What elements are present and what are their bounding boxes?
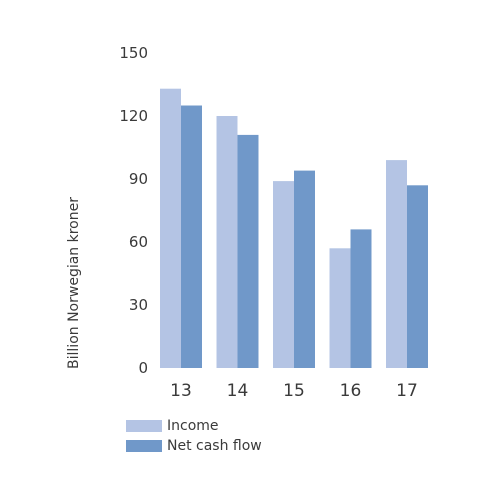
- legend-item: Income: [126, 416, 262, 436]
- y-axis-ticks: 0 30 60 90 120 150: [119, 44, 148, 377]
- y-tick-label: 30: [129, 296, 148, 314]
- y-tick-label: 90: [129, 170, 148, 188]
- bar-net-cash-flow-13: [181, 105, 202, 368]
- x-tick-label: 14: [227, 381, 249, 401]
- bar-income-15: [273, 181, 294, 368]
- legend: Income Net cash flow: [126, 416, 262, 456]
- y-tick-label: 60: [129, 233, 148, 251]
- bars: [160, 88, 428, 368]
- legend-swatch: [126, 420, 162, 432]
- bar-net-cash-flow-14: [237, 134, 259, 368]
- y-tick-label: 150: [119, 44, 148, 62]
- x-tick-label: 16: [340, 381, 362, 401]
- x-axis-ticks: 13 14 15 16 17: [170, 381, 418, 401]
- legend-label: Net cash flow: [167, 438, 262, 454]
- bar-income-16: [329, 248, 351, 368]
- bar-income-17: [386, 160, 407, 368]
- bar-net-cash-flow-15: [294, 170, 315, 368]
- legend-item: Net cash flow: [126, 436, 262, 456]
- y-axis-label: Billion Norwegian kroner: [66, 197, 82, 369]
- legend-swatch: [126, 440, 162, 452]
- y-tick-label: 0: [138, 359, 148, 377]
- bar-income-14: [216, 116, 238, 368]
- bar-income-13: [160, 88, 181, 368]
- y-tick-label: 120: [119, 107, 148, 125]
- x-tick-label: 17: [396, 381, 418, 401]
- bar-net-cash-flow-16: [350, 229, 372, 368]
- legend-label: Income: [167, 418, 219, 434]
- x-tick-label: 13: [170, 381, 192, 401]
- x-tick-label: 15: [283, 381, 305, 401]
- bar-net-cash-flow-17: [407, 185, 428, 368]
